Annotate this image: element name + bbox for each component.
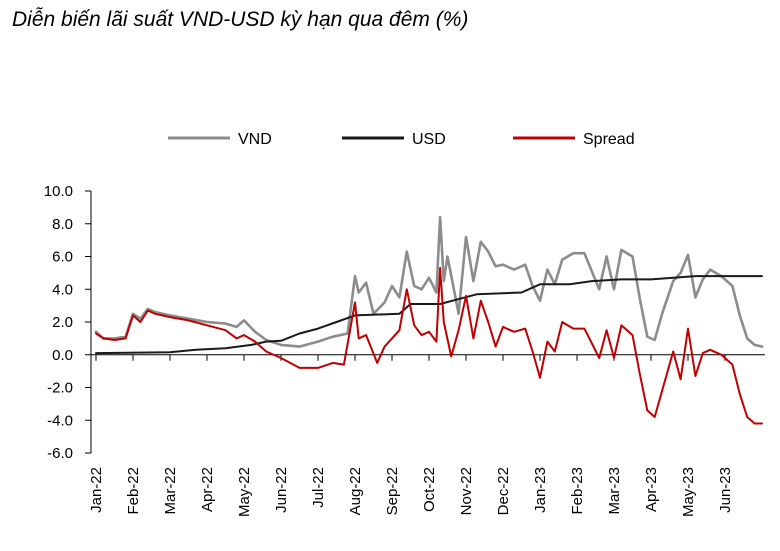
chart-title: Diễn biến lãi suất VND-USD kỳ hạn qua đê… xyxy=(12,8,469,31)
x-tick-label: Feb-22 xyxy=(125,467,142,515)
y-tick-label: 2.0 xyxy=(52,314,73,331)
axes: 10.0 8.0 6.0 4.0 2.0 0.0 -2.0 -4.0 -6.0 Jan-22 Feb… xyxy=(44,183,765,517)
x-tick-label: Nov-22 xyxy=(458,467,475,515)
legend: VND USD Spread xyxy=(168,131,635,148)
legend-label-usd: USD xyxy=(412,131,446,148)
x-tick-label: Jan-23 xyxy=(532,467,549,513)
legend-label-spread: Spread xyxy=(583,131,635,148)
y-tick-label: 0.0 xyxy=(52,347,73,364)
x-tick-label: Mar-23 xyxy=(606,467,623,515)
y-tick-label: 4.0 xyxy=(52,281,73,298)
x-tick-label: Dec-22 xyxy=(495,467,512,515)
x-tick-label: Jun-22 xyxy=(273,467,290,513)
y-tick-label: -6.0 xyxy=(47,445,73,462)
x-tick-label: Feb-23 xyxy=(569,467,586,515)
series-layer xyxy=(94,215,764,425)
x-tick-label: Oct-22 xyxy=(421,467,438,512)
legend-label-vnd: VND xyxy=(238,131,272,148)
y-tick-label: -4.0 xyxy=(47,412,73,429)
x-tick-label: Aug-22 xyxy=(347,467,364,515)
x-tick-label: Apr-22 xyxy=(199,467,216,512)
x-tick-label: Jun-23 xyxy=(717,467,734,513)
x-tick-label: Sep-22 xyxy=(384,467,401,515)
y-tick-label: 8.0 xyxy=(52,216,73,233)
x-tick-label: May-22 xyxy=(236,467,253,517)
series-line-spread xyxy=(95,267,763,425)
x-tick-label: Jan-22 xyxy=(88,467,105,513)
x-tick-label: Apr-23 xyxy=(643,467,660,512)
y-tick-label: -2.0 xyxy=(47,380,73,397)
x-tick-label: Mar-22 xyxy=(162,467,179,515)
y-tick-label: 6.0 xyxy=(52,249,73,266)
series-line-vnd xyxy=(94,215,764,348)
x-tick-label: May-23 xyxy=(680,467,697,517)
y-tick-label: 10.0 xyxy=(44,183,73,200)
x-tick-label: Jul-22 xyxy=(310,467,327,508)
